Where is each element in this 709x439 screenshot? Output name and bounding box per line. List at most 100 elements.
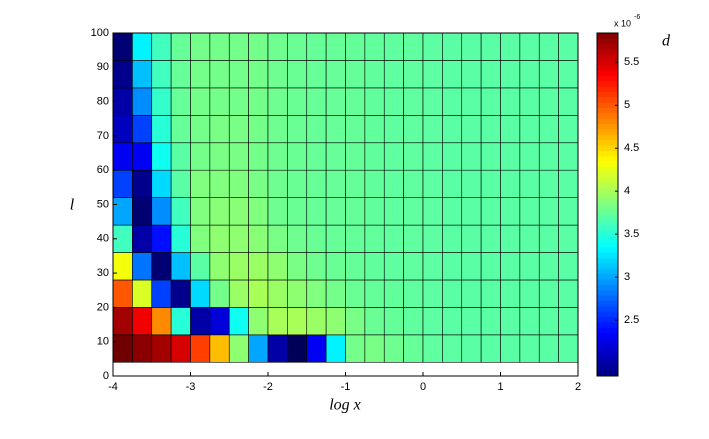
heatmap-cell xyxy=(558,60,579,89)
heatmap-cell xyxy=(422,307,443,336)
heatmap-cell xyxy=(267,87,288,116)
heatmap-cell xyxy=(538,197,559,226)
colorbar-swatch xyxy=(597,236,618,243)
heatmap-cell xyxy=(403,60,424,89)
heatmap-cell xyxy=(422,224,443,253)
heatmap-cell xyxy=(248,32,269,61)
heatmap-cell xyxy=(267,252,288,281)
heatmap-cell xyxy=(480,115,501,144)
heatmap-cell xyxy=(422,279,443,308)
heatmap-cell xyxy=(383,334,404,363)
heatmap-cell xyxy=(287,60,308,89)
heatmap-cell xyxy=(306,279,327,308)
heatmap-cell xyxy=(345,279,366,308)
colorbar-swatch xyxy=(597,365,618,372)
colorbar-swatch xyxy=(597,140,618,147)
heatmap-cell xyxy=(132,142,153,171)
heatmap-cell xyxy=(248,197,269,226)
heatmap-cell xyxy=(267,334,288,363)
heatmap-cell xyxy=(228,87,249,116)
y-tick-label: 70 xyxy=(97,130,109,142)
heatmap-cell xyxy=(209,307,230,336)
heatmap-cell xyxy=(403,197,424,226)
heatmap-cell xyxy=(538,60,559,89)
heatmap-cell xyxy=(519,307,540,336)
heatmap-cell xyxy=(190,197,211,226)
heatmap-cell xyxy=(383,87,404,116)
colorbar-swatch xyxy=(597,124,618,130)
heatmap-cell xyxy=(228,197,249,226)
heatmap-cell xyxy=(519,197,540,226)
colorbar-swatch xyxy=(597,193,618,200)
heatmap-cell xyxy=(461,252,482,281)
colorbar-swatch xyxy=(597,75,618,82)
colorbar-swatch xyxy=(597,43,618,50)
heatmap-cell xyxy=(403,279,424,308)
y-tick-label: 100 xyxy=(91,27,109,39)
heatmap-cell xyxy=(364,279,385,308)
heatmap-cell xyxy=(461,115,482,144)
colorbar-swatch xyxy=(597,370,618,377)
heatmap-cell xyxy=(112,197,133,226)
heatmap-cell xyxy=(170,279,191,308)
colorbar-swatch xyxy=(597,209,618,216)
heatmap-cell xyxy=(500,60,521,89)
heatmap-cell xyxy=(112,60,133,89)
colorbar-swatch xyxy=(597,172,618,179)
heatmap-cell xyxy=(345,334,366,363)
heatmap-cell xyxy=(248,87,269,116)
heatmap-cell xyxy=(132,32,153,61)
heatmap-cell xyxy=(383,169,404,198)
heatmap-cell xyxy=(500,87,521,116)
y-tick-label: 90 xyxy=(97,61,109,73)
heatmap-cell xyxy=(383,224,404,253)
heatmap-cell xyxy=(403,115,424,144)
colorbar-swatch xyxy=(597,97,618,104)
heatmap-cell xyxy=(442,115,463,144)
heatmap-cell xyxy=(306,142,327,171)
colorbar-swatch xyxy=(597,33,618,39)
colorbar-swatch xyxy=(597,188,618,195)
heatmap-cell xyxy=(519,224,540,253)
heatmap-cell xyxy=(190,169,211,198)
heatmap-cell xyxy=(558,334,579,363)
heatmap-cell xyxy=(442,252,463,281)
heatmap-cell xyxy=(422,252,443,281)
heatmap-cell xyxy=(228,279,249,308)
heatmap-cell xyxy=(151,142,172,171)
heatmap-cell xyxy=(383,60,404,89)
heatmap-cell xyxy=(500,279,521,308)
heatmap-cell xyxy=(170,142,191,171)
colorbar-frame xyxy=(596,32,619,377)
heatmap-cell xyxy=(442,279,463,308)
heatmap-cell xyxy=(325,169,346,198)
heatmap-cell xyxy=(325,334,346,363)
heatmap-cell xyxy=(538,307,559,336)
heatmap-cell xyxy=(461,87,482,116)
heatmap-cell xyxy=(267,307,288,336)
heatmap-cell xyxy=(403,87,424,116)
heatmap-cell xyxy=(132,252,153,281)
heatmap-cell xyxy=(306,60,327,89)
heatmap-cell xyxy=(325,142,346,171)
heatmap-cell xyxy=(519,142,540,171)
heatmap-cell xyxy=(132,224,153,253)
heatmap-cell xyxy=(480,169,501,198)
heatmap-cell xyxy=(325,115,346,144)
heatmap-cell xyxy=(538,32,559,61)
heatmap-cell xyxy=(209,279,230,308)
colorbar-swatch xyxy=(597,129,618,136)
heatmap-cell xyxy=(170,87,191,116)
heatmap-cell xyxy=(558,252,579,281)
heatmap-cell xyxy=(132,115,153,144)
heatmap-cell xyxy=(442,334,463,363)
heatmap-cell xyxy=(364,115,385,144)
heatmap-cell xyxy=(325,307,346,336)
heatmap-cell xyxy=(519,279,540,308)
heatmap-cell xyxy=(442,307,463,336)
heatmap-cell xyxy=(519,252,540,281)
colorbar-tick-label: 4.5 xyxy=(624,142,639,154)
heatmap-cell xyxy=(364,60,385,89)
x-tick-label: 0 xyxy=(420,381,426,393)
heatmap-cell xyxy=(151,279,172,308)
